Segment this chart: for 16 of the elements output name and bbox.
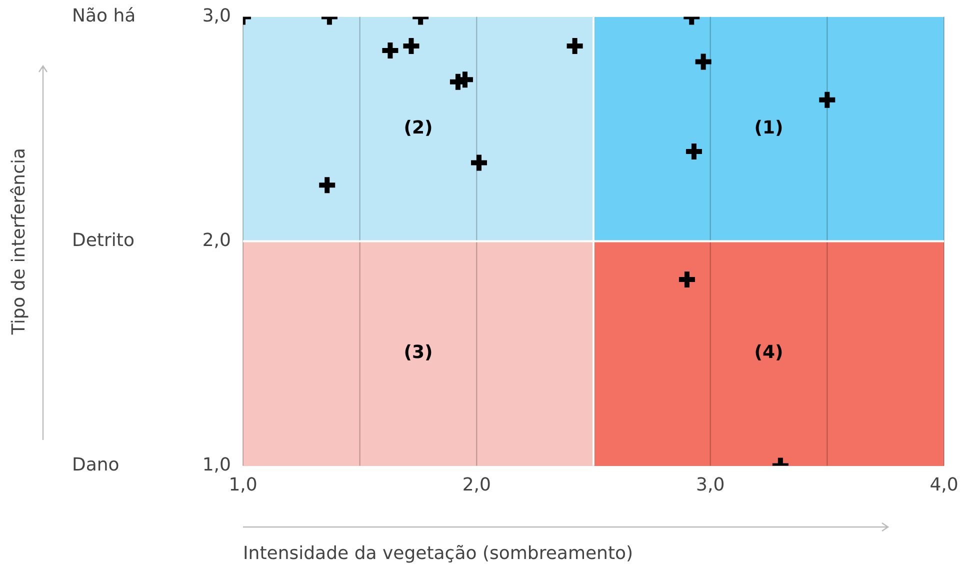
y-tick-label: 3,0 xyxy=(202,5,231,26)
text: Detrito xyxy=(72,230,134,251)
x-tick-label: 4,0 xyxy=(930,474,958,496)
text: Dano xyxy=(72,454,120,476)
y-tick-label: 2,0 xyxy=(202,230,231,251)
annotation: (2) xyxy=(404,118,433,139)
annotation: (1) xyxy=(754,118,784,139)
annotation: (3) xyxy=(404,342,433,364)
x-axis-title: Intensidade da vegetação (sombreamento) xyxy=(243,542,634,564)
x-tick-label: 2,0 xyxy=(462,474,491,496)
annotation: (4) xyxy=(754,342,784,364)
text: Tipo de interferência xyxy=(8,148,30,336)
y-tick-label: 1,0 xyxy=(202,454,231,476)
x-tick-label: 3,0 xyxy=(696,474,725,496)
x-tick-label: 1,0 xyxy=(228,474,258,496)
text: Não há xyxy=(72,5,136,26)
